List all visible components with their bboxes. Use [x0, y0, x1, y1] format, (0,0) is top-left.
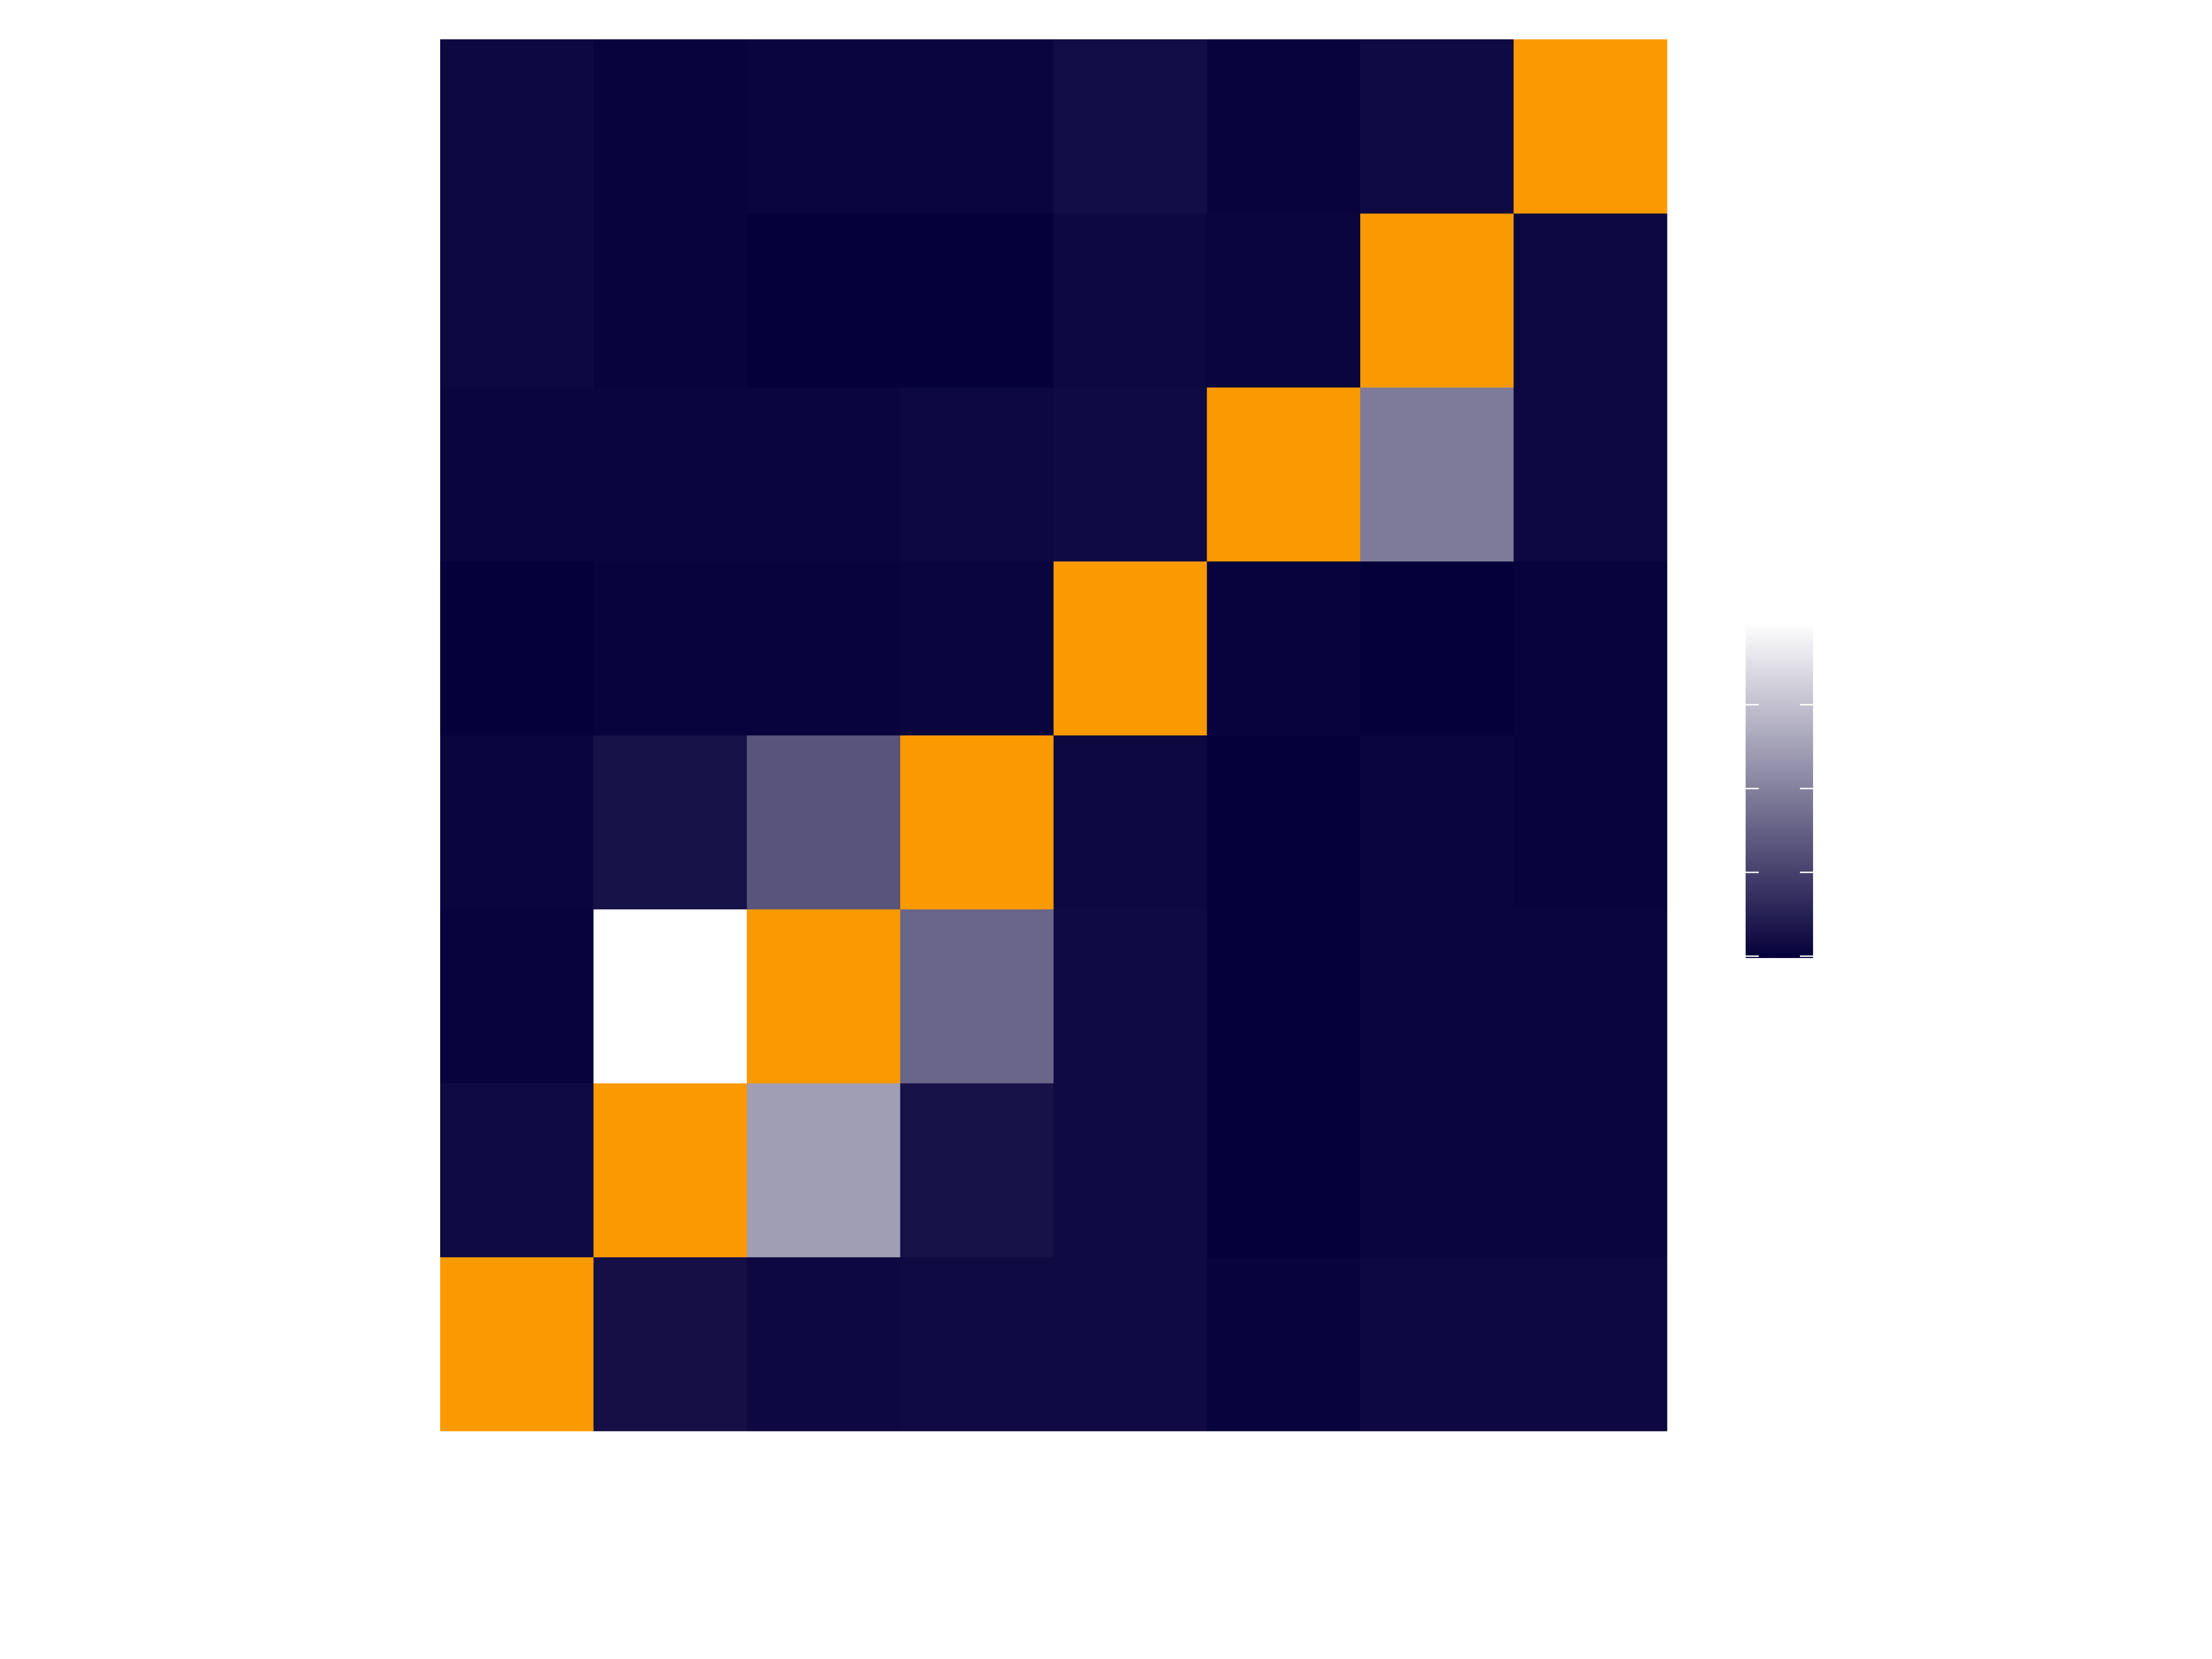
colorbar-gradient	[1746, 623, 1813, 958]
heatmap-cell-r4-c4	[900, 735, 1054, 910]
heatmap-cell-r1-c3	[747, 1257, 901, 1431]
heatmap-cell-r4-c1	[440, 735, 594, 910]
heatmap-cell-r6-c7	[1360, 387, 1514, 562]
heatmap-cell-r2-c5	[1054, 1083, 1208, 1258]
heatmap-cell-r5-c6	[1207, 561, 1361, 736]
heatmap-cell-r8-c8	[1513, 39, 1667, 214]
heatmap-cell-r4-c7	[1360, 735, 1514, 910]
heatmap-cell-r7-c6	[1207, 213, 1361, 388]
heatmap-cell-r8-c5	[1054, 39, 1208, 214]
heatmap-cell-r6-c6	[1207, 387, 1361, 562]
heatmap-cell-r2-c2	[593, 1083, 747, 1258]
heatmap-cell-r4-c6	[1207, 735, 1361, 910]
heatmap-cell-r1-c4	[900, 1257, 1054, 1431]
heatmap-cell-r5-c4	[900, 561, 1054, 736]
heatmap-cell-r6-c4	[900, 387, 1054, 562]
heatmap-cell-r6-c1	[440, 387, 594, 562]
heatmap-cell-r5-c3	[747, 561, 901, 736]
heatmap-cell-r8-c7	[1360, 39, 1514, 214]
heatmap-cell-r1-c6	[1207, 1257, 1361, 1431]
heatmap-cell-r1-c7	[1360, 1257, 1514, 1431]
heatmap-cell-r3-c5	[1054, 909, 1208, 1084]
heatmap-cell-r1-c1	[440, 1257, 594, 1431]
heatmap-cell-r1-c8	[1513, 1257, 1667, 1431]
heatmap-cell-r7-c3	[747, 213, 901, 388]
heatmap-cell-r4-c5	[1054, 735, 1208, 910]
heatmap-cell-r8-c2	[593, 39, 747, 214]
heatmap-cell-r2-c6	[1207, 1083, 1361, 1258]
heatmap-cell-r7-c5	[1054, 213, 1208, 388]
heatmap-cell-r2-c4	[900, 1083, 1054, 1258]
heatmap-cell-r6-c8	[1513, 387, 1667, 562]
heatmap-cell-r2-c1	[440, 1083, 594, 1258]
heatmap-cells	[440, 39, 1667, 1431]
heatmap-cell-r3-c7	[1360, 909, 1514, 1084]
heatmap-cell-r6-c5	[1054, 387, 1208, 562]
heatmap-cell-r3-c3	[747, 909, 901, 1084]
heatmap-cell-r3-c8	[1513, 909, 1667, 1084]
heatmap-cell-r7-c8	[1513, 213, 1667, 388]
colorbar	[1746, 623, 1813, 958]
heatmap-cell-r5-c7	[1360, 561, 1514, 736]
heatmap-cell-r1-c2	[593, 1257, 747, 1431]
heatmap-cell-r2-c7	[1360, 1083, 1514, 1258]
heatmap-cell-r7-c2	[593, 213, 747, 388]
heatmap-cell-r5-c5	[1054, 561, 1208, 736]
heatmap-cell-r5-c1	[440, 561, 594, 736]
heatmap-cell-r3-c6	[1207, 909, 1361, 1084]
heatmap-cell-r8-c6	[1207, 39, 1361, 214]
heatmap-cell-r3-c2	[593, 909, 747, 1084]
heatmap-cell-r2-c8	[1513, 1083, 1667, 1258]
heatmap-cell-r8-c4	[900, 39, 1054, 214]
heatmap-cell-r7-c1	[440, 213, 594, 388]
heatmap-cell-r6-c3	[747, 387, 901, 562]
heatmap-cell-r2-c3	[747, 1083, 901, 1258]
heatmap-cell-r6-c2	[593, 387, 747, 562]
heatmap-cell-r3-c1	[440, 909, 594, 1084]
heatmap-cell-r5-c8	[1513, 561, 1667, 736]
heatmap-cell-r1-c5	[1054, 1257, 1208, 1431]
heatmap-cell-r8-c1	[440, 39, 594, 214]
heatmap-cell-r4-c3	[747, 735, 901, 910]
heatmap-cell-r4-c2	[593, 735, 747, 910]
heatmap-cell-r5-c2	[593, 561, 747, 736]
heatmap-cell-r3-c4	[900, 909, 1054, 1084]
heatmap-cell-r7-c7	[1360, 213, 1514, 388]
heatmap-cell-r4-c8	[1513, 735, 1667, 910]
heatmap-cell-r8-c3	[747, 39, 901, 214]
heatmap-cell-r7-c4	[900, 213, 1054, 388]
